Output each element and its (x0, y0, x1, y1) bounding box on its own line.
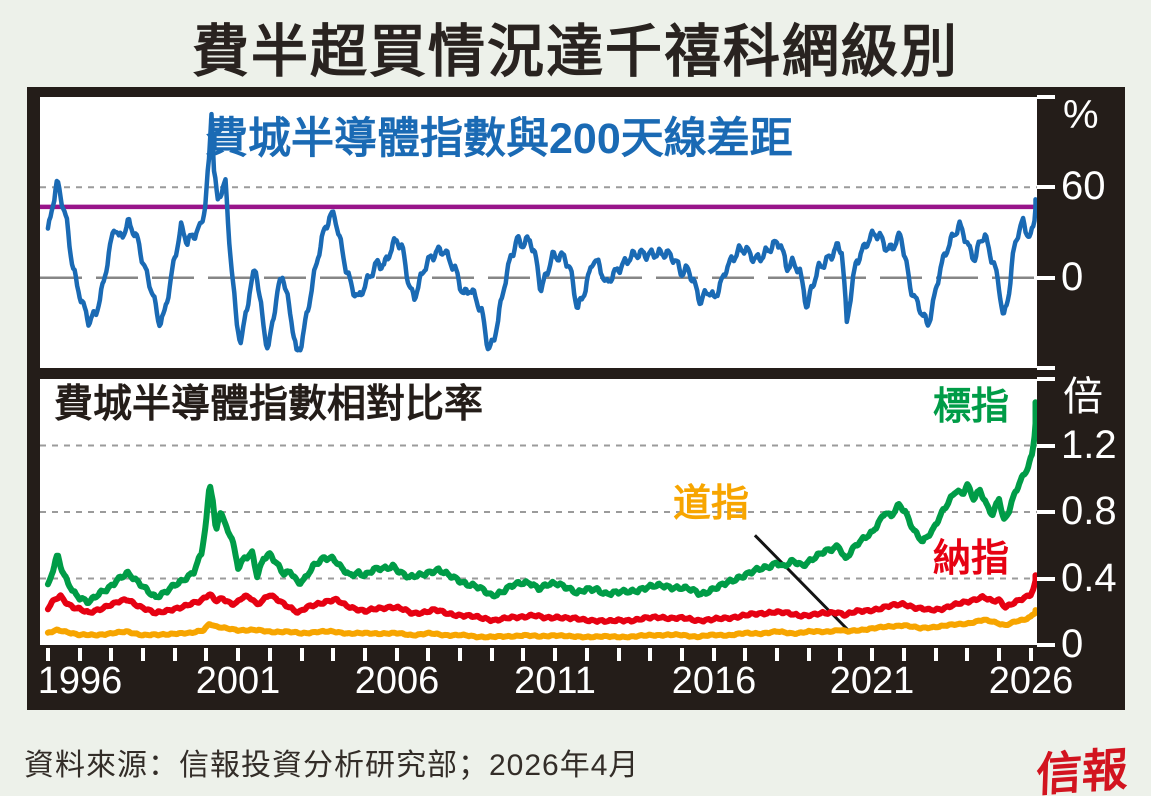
x-axis-label: 2006 (354, 660, 440, 702)
publisher-logo: 信報 (1035, 741, 1129, 796)
x-axis-tick (109, 648, 113, 661)
series-納指 (44, 572, 1037, 625)
bottom-chart-plot (40, 379, 1037, 645)
source-text: 資料來源：信報投資分析研究部；2026年4月 (24, 749, 640, 782)
x-axis-tick (1029, 648, 1033, 661)
x-axis-tick (997, 648, 1001, 661)
x-axis-tick (458, 648, 462, 661)
legend-dow: 道指 (673, 483, 750, 525)
page-title: 費半超買情況達千禧科網級別 (192, 20, 959, 84)
x-axis-tick (173, 648, 177, 661)
x-axis-tick (617, 648, 621, 661)
y-axis-tick (1037, 95, 1055, 99)
series-標指 (44, 399, 1037, 606)
y-axis-tick (1037, 377, 1055, 381)
x-axis-tick (838, 648, 842, 661)
y-axis-tick (1037, 510, 1055, 514)
series-費城半導體指數與200天線差距 (45, 111, 1037, 353)
y-axis-label: 0.8 (1061, 489, 1117, 533)
y-axis-tick (1037, 366, 1055, 370)
x-axis-tick (870, 648, 874, 661)
x-axis-tick (648, 648, 652, 661)
x-axis-label: 1996 (37, 660, 123, 702)
x-axis-tick (902, 648, 906, 661)
x-axis-label: 2011 (514, 660, 596, 702)
y-axis-unit: % (1063, 93, 1099, 137)
series-道指 (44, 607, 1037, 641)
legend-sp500: 標指 (933, 386, 1010, 428)
top-chart-plot (40, 97, 1037, 368)
legend-nasdaq: 納指 (933, 538, 1010, 580)
x-axis-label: 2021 (829, 660, 915, 702)
x-axis-tick (712, 648, 716, 661)
x-axis-tick (585, 648, 589, 661)
y-axis-tick (1037, 577, 1055, 581)
x-axis-tick (490, 648, 494, 661)
bottom-chart-label: 費城半導體指數相對比率 (54, 383, 484, 426)
y-axis-tick (1037, 185, 1055, 189)
y-axis-tick (1037, 444, 1055, 448)
x-axis-tick (521, 648, 525, 661)
x-axis-tick (141, 648, 145, 661)
y-axis-label: 0 (1061, 622, 1084, 666)
top-chart-label: 費城半導體指數與200天線差距 (205, 115, 793, 163)
x-axis-tick (46, 648, 50, 661)
y-axis-unit: 倍 (1063, 375, 1103, 419)
x-axis-tick (426, 648, 430, 661)
x-axis-tick (807, 648, 811, 661)
x-axis-label: 2001 (195, 660, 281, 702)
x-axis-tick (331, 648, 335, 661)
x-axis-tick (965, 648, 969, 661)
x-axis-tick (934, 648, 938, 661)
x-axis-tick (268, 648, 272, 661)
x-axis-tick (680, 648, 684, 661)
chart-panel: 費城半導體指數與200天線差距 費城半導體指數相對比率 標指 道指 納指 60 0… (27, 87, 1125, 710)
x-axis-tick (204, 648, 208, 661)
x-axis-tick (553, 648, 557, 661)
x-axis-label: 2016 (671, 660, 757, 702)
x-axis-tick (300, 648, 304, 661)
x-axis-label: 2026 (988, 660, 1074, 702)
x-axis-tick (395, 648, 399, 661)
y-axis-label: 0 (1061, 255, 1084, 299)
y-axis-label: 0.4 (1061, 556, 1117, 600)
x-axis-tick (743, 648, 747, 661)
x-axis-tick (236, 648, 240, 661)
y-axis-label: 60 (1061, 164, 1106, 208)
x-axis-tick (363, 648, 367, 661)
x-axis-tick (775, 648, 779, 661)
y-axis-label: 1.2 (1061, 423, 1117, 467)
y-axis-tick (1037, 643, 1055, 647)
x-axis-tick (78, 648, 82, 661)
y-axis-tick (1037, 276, 1055, 280)
